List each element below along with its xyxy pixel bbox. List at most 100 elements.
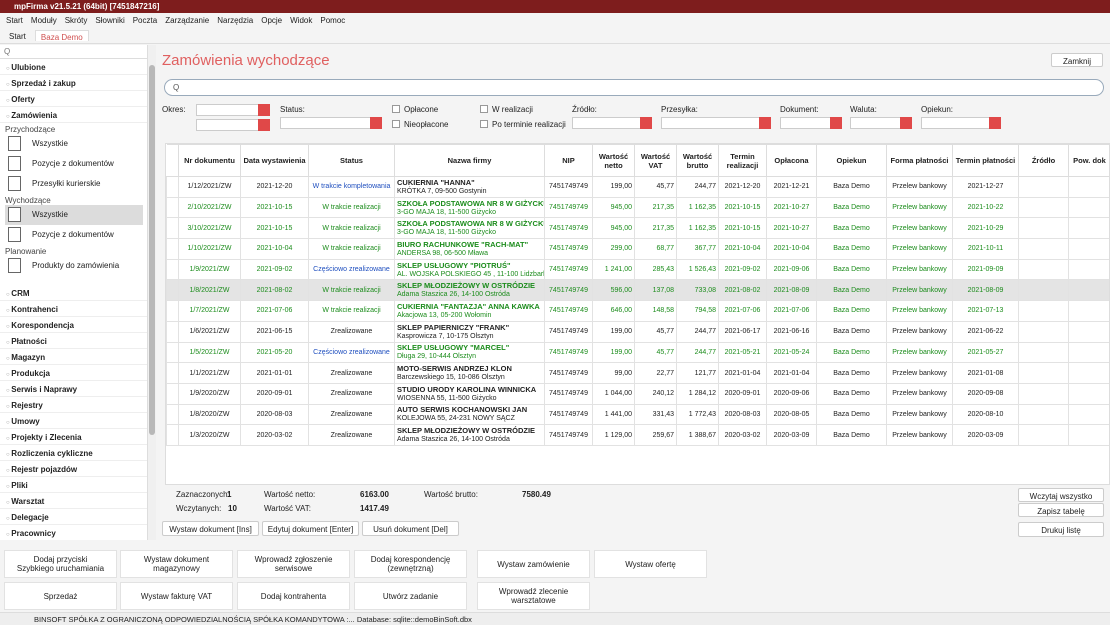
sidebar-section[interactable]: Serwis i Naprawy	[0, 381, 147, 397]
quick-button[interactable]: Wystaw dokument magazynowy	[120, 550, 233, 578]
checkbox[interactable]	[480, 120, 488, 128]
checkbox[interactable]	[392, 120, 400, 128]
table-row[interactable]: 1/1/2021/ZW 2021-01-01 Zrealizowane MOTO-SE…	[166, 362, 1109, 384]
table-row[interactable]: 3/10/2021/ZW 2021-10-15 W trakcie realizac…	[166, 217, 1109, 240]
quick-button[interactable]: Wprowadź zlecenie warsztatowe	[477, 582, 590, 610]
column-header[interactable]: Pow. dok	[1068, 144, 1109, 177]
menu-item[interactable]: Zarządzanie	[165, 16, 210, 25]
table-row[interactable]: 2/10/2021/ZW 2021-10-15 W trakcie realizac…	[166, 196, 1109, 219]
sidebar-section[interactable]: Pliki	[0, 477, 147, 493]
search-box[interactable]: Q	[164, 79, 1104, 96]
add-document-button[interactable]: Wystaw dokument [Ins]	[162, 521, 259, 536]
menu-item[interactable]: Pomoc	[320, 16, 346, 25]
sidebar-section[interactable]: Projekty i Zlecenia	[0, 429, 147, 445]
sidebar-section[interactable]: Produkcja	[0, 365, 147, 381]
menu-item[interactable]: Opcje	[261, 16, 283, 25]
close-button[interactable]: Zamknij	[1051, 53, 1103, 67]
checkbox[interactable]	[392, 105, 400, 113]
column-header[interactable]: Termin płatności	[952, 144, 1019, 177]
column-header[interactable]: Forma płatności	[886, 144, 953, 177]
menu-item[interactable]: Słowniki	[95, 16, 125, 25]
table-row[interactable]: 1/7/2021/ZW 2021-07-06 W trakcie realizacj…	[166, 300, 1109, 322]
menu-item[interactable]: Poczta	[132, 16, 158, 25]
menu-item[interactable]: Widok	[290, 16, 313, 25]
sidebar-section[interactable]: Sprzedaż i zakup	[0, 75, 147, 91]
edit-document-button[interactable]: Edytuj dokument [Enter]	[262, 521, 359, 536]
load-all-button[interactable]: Wczytaj wszystko	[1018, 488, 1104, 502]
sidebar-section[interactable]: Magazyn	[0, 349, 147, 365]
sidebar-section[interactable]: Korespondencja	[0, 317, 147, 333]
column-header[interactable]: Wartość brutto	[676, 144, 719, 177]
column-header[interactable]: Termin realizacji	[718, 144, 767, 177]
sidebar-section[interactable]: Delegacje	[0, 509, 147, 525]
dropdown[interactable]	[921, 117, 1001, 129]
dropdown[interactable]	[280, 117, 382, 129]
quick-button[interactable]: Dodaj kontrahenta	[237, 582, 350, 610]
save-table-button[interactable]: Zapisz tabelę	[1018, 503, 1104, 517]
print-button[interactable]: Drukuj listę	[1018, 522, 1104, 537]
column-header[interactable]: Opłacona	[766, 144, 817, 177]
sidebar-item[interactable]: Produkty do zamówienia	[5, 256, 143, 276]
table-row[interactable]: 1/12/2021/ZW 2021-12-20 W trakcie kompleto…	[166, 176, 1109, 198]
dropdown[interactable]	[196, 104, 270, 116]
table-row[interactable]: 1/8/2020/ZW 2020-08-03 Zrealizowane AUTO SE…	[166, 403, 1109, 426]
tab[interactable]: Baza Demo	[34, 30, 89, 42]
sidebar-section[interactable]: Kontrahenci	[0, 301, 147, 317]
sidebar-section[interactable]: Płatności	[0, 333, 147, 349]
tab[interactable]: Start	[9, 32, 26, 41]
sidebar-section[interactable]: Oferty	[0, 91, 147, 107]
table-row[interactable]: 1/3/2020/ZW 2020-03-02 Zrealizowane SKLEP M…	[166, 424, 1109, 446]
table-row[interactable]: 1/5/2021/ZW 2021-05-20 Częściowo zrealizow…	[166, 341, 1109, 364]
menu-item[interactable]: Skróty	[64, 16, 88, 25]
column-header[interactable]: Nr dokumentu	[178, 144, 241, 177]
column-header[interactable]: Opiekun	[816, 144, 887, 177]
sidebar-section[interactable]: Rejestry	[0, 397, 147, 413]
quick-button[interactable]: Utwórz zadanie	[354, 582, 467, 610]
dropdown[interactable]	[196, 119, 270, 131]
column-header[interactable]: Wartość netto	[592, 144, 635, 177]
column-header[interactable]: Źródło	[1018, 144, 1069, 177]
sidebar-scrollbar[interactable]	[148, 45, 156, 540]
sidebar-section[interactable]: Zamówienia	[0, 107, 147, 123]
quick-button[interactable]: Wprowadź zgłoszenie serwisowe	[237, 550, 350, 578]
dropdown[interactable]	[850, 117, 912, 129]
column-header[interactable]: Wartość VAT	[634, 144, 677, 177]
table-row[interactable]: 1/10/2021/ZW 2021-10-04 W trakcie realizac…	[166, 238, 1109, 260]
column-header[interactable]: Status	[308, 144, 395, 177]
sidebar-item[interactable]: Przesyłki kurierskie	[5, 174, 143, 194]
checkbox[interactable]	[480, 105, 488, 113]
dropdown[interactable]	[780, 117, 842, 129]
quick-button[interactable]: Wystaw fakturę VAT	[120, 582, 233, 610]
sidebar-section[interactable]: Ulubione	[0, 59, 147, 75]
sidebar-section[interactable]: CRM	[0, 285, 147, 301]
table-row[interactable]: 1/9/2021/ZW 2021-09-02 Częściowo zrealizow…	[166, 258, 1109, 281]
column-header[interactable]: Nazwa firmy	[394, 144, 545, 177]
quick-button[interactable]: Wystaw ofertę	[594, 550, 707, 578]
sidebar-section[interactable]: Rejestr pojazdów	[0, 461, 147, 477]
table-row[interactable]: 1/9/2020/ZW 2020-09-01 Zrealizowane STUDIO …	[166, 382, 1109, 405]
menu-item[interactable]: Narzędzia	[217, 16, 254, 25]
quick-button[interactable]: Dodaj korespondencję (zewnętrzną)	[354, 550, 467, 578]
scroll-thumb[interactable]	[149, 65, 155, 435]
sidebar-section[interactable]: Warsztat	[0, 493, 147, 509]
quick-button[interactable]: Sprzedaż	[4, 582, 117, 610]
sidebar-section[interactable]: Umowy	[0, 413, 147, 429]
sidebar-item[interactable]: Pozycje z dokumentów	[5, 154, 143, 174]
sidebar-section[interactable]: Rozliczenia cykliczne	[0, 445, 147, 461]
dropdown[interactable]	[572, 117, 652, 129]
quick-button[interactable]: Dodaj przyciski Szybkiego uruchamiania	[4, 550, 117, 578]
table-row[interactable]: 1/8/2021/ZW 2021-08-02 W trakcie realizacj…	[166, 279, 1109, 302]
sidebar-item[interactable]: Pozycje z dokumentów	[5, 225, 143, 245]
column-header[interactable]: Data wystawienia	[240, 144, 309, 177]
delete-document-button[interactable]: Usuń dokument [Del]	[362, 521, 459, 536]
menu-item[interactable]: Moduły	[30, 16, 57, 25]
dropdown[interactable]	[661, 117, 771, 129]
sidebar-item[interactable]: Wszystkie	[5, 134, 143, 154]
sidebar-section[interactable]: Pracownicy	[0, 525, 147, 540]
menu-item[interactable]: Start	[6, 16, 23, 25]
sidebar-search[interactable]: Q	[0, 45, 147, 59]
column-header[interactable]: NIP	[544, 144, 593, 177]
table-row[interactable]: 1/6/2021/ZW 2021-06-15 Zrealizowane SKLEP P…	[166, 320, 1109, 343]
sidebar-item[interactable]: Wszystkie	[5, 205, 143, 225]
quick-button[interactable]: Wystaw zamówienie	[477, 550, 590, 578]
